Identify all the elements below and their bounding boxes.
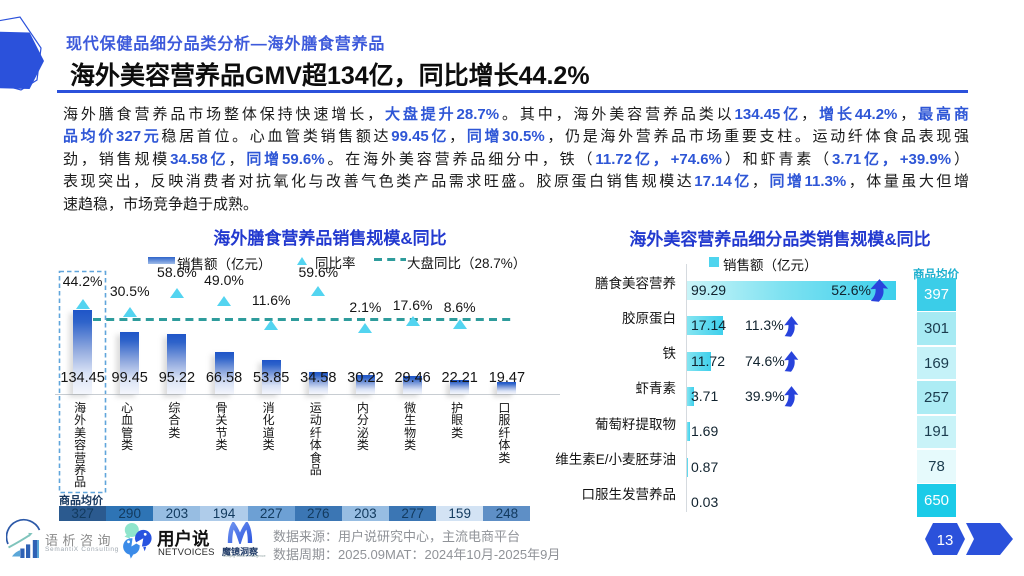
svg-text:13: 13 xyxy=(937,532,954,549)
